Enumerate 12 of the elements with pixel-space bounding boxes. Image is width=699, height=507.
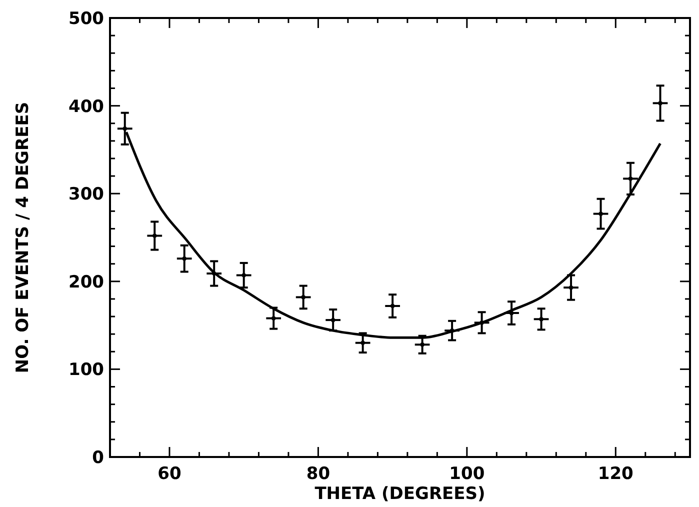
y-tick-label: 200 [68, 272, 104, 292]
x-tick-label: 100 [449, 464, 485, 484]
x-axis-title: THETA (DEGREES) [314, 484, 486, 504]
y-axis-title: NO. OF EVENTS / 4 DEGREES [13, 102, 33, 374]
y-tick-label: 0 [92, 448, 104, 468]
x-tick-label: 60 [158, 464, 182, 484]
x-tick-label: 80 [306, 464, 330, 484]
y-tick-label: 400 [68, 96, 104, 117]
y-tick-label: 500 [68, 9, 104, 29]
y-tick-label: 300 [68, 184, 104, 205]
x-tick-label: 120 [598, 464, 634, 484]
y-tick-label: 100 [68, 360, 104, 380]
